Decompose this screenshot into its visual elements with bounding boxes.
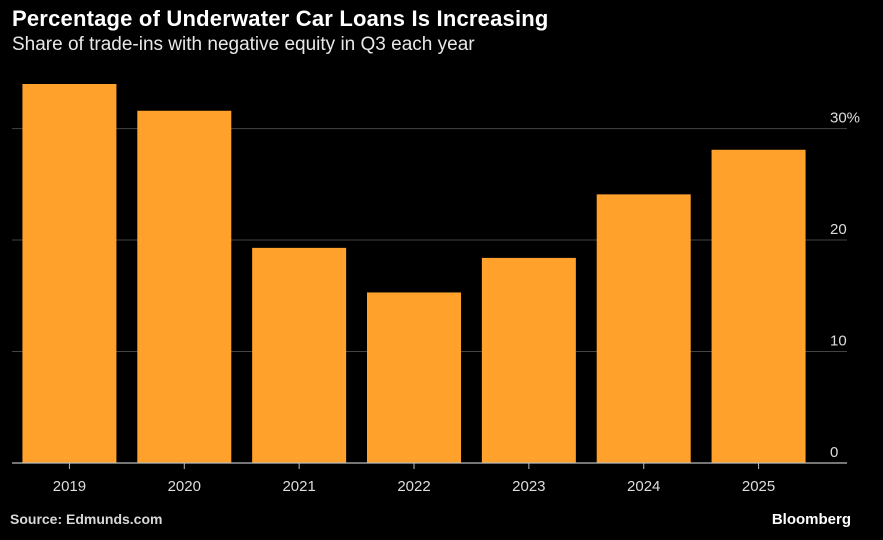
bar-2020 bbox=[137, 110, 232, 464]
chart-title: Percentage of Underwater Car Loans Is In… bbox=[12, 6, 549, 31]
y-tick-label-20: 20 bbox=[830, 221, 847, 238]
x-tick-label-2024: 2024 bbox=[627, 478, 660, 495]
bar-2021 bbox=[252, 247, 347, 463]
bar-2025 bbox=[711, 149, 806, 464]
bar-2023 bbox=[481, 257, 576, 463]
bloomberg-logo: Bloomberg bbox=[771, 511, 851, 528]
x-tick-label-2020: 2020 bbox=[168, 478, 201, 495]
x-tick-label-2021: 2021 bbox=[282, 478, 315, 495]
axes bbox=[12, 462, 847, 469]
bar-2024 bbox=[596, 194, 691, 463]
y-tick-label-0: 0 bbox=[830, 444, 838, 461]
bar-2022 bbox=[367, 292, 461, 463]
tick-labels: 0 10 20 30% 2019 2020 2021 2022 2023 2024 2025 bbox=[53, 110, 860, 495]
x-tick-label-2023: 2023 bbox=[512, 478, 545, 495]
x-tick-label-2019: 2019 bbox=[53, 478, 86, 495]
bars bbox=[22, 84, 806, 464]
x-tick-label-2022: 2022 bbox=[397, 478, 430, 495]
x-tick-label-2025: 2025 bbox=[742, 478, 775, 495]
chart-subtitle: Share of trade-ins with negative equity … bbox=[12, 34, 475, 55]
y-tick-label-30: 30% bbox=[830, 110, 860, 127]
y-tick-label-10: 10 bbox=[830, 333, 847, 350]
source-note: Source: Edmunds.com bbox=[10, 511, 163, 527]
bar-2019 bbox=[22, 84, 117, 463]
